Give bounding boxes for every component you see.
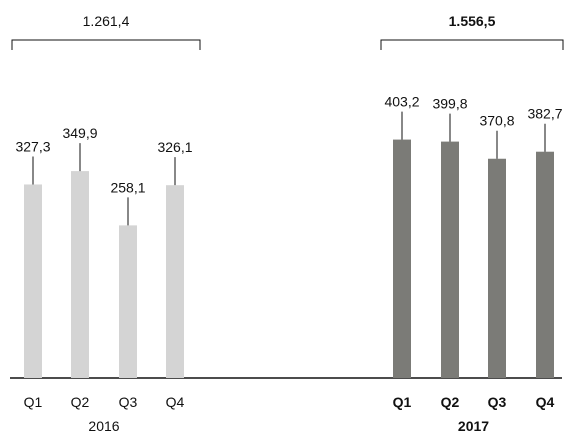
- bar-2017-q3: [488, 158, 506, 378]
- value-label-2017-q2: 399,8: [432, 96, 467, 112]
- total-label-2016: 1.261,4: [83, 13, 130, 29]
- value-label-2016-q4: 326,1: [157, 139, 192, 155]
- quarter-label-2017-q2: Q2: [441, 394, 460, 410]
- year-label-2016: 2016: [88, 418, 119, 434]
- quarter-label-2016-q2: Q2: [71, 394, 90, 410]
- value-label-2017-q1: 403,2: [384, 94, 419, 110]
- quarter-label-2016-q3: Q3: [119, 394, 138, 410]
- total-label-2017: 1.556,5: [449, 13, 496, 29]
- value-label-2017-q3: 370,8: [479, 113, 514, 129]
- year-label-2017: 2017: [458, 418, 489, 434]
- bar-2016-q3: [119, 225, 137, 378]
- value-label-2016-q2: 349,9: [62, 125, 97, 141]
- quarter-label-2017-q4: Q4: [536, 394, 555, 410]
- bracket-2016: [11, 39, 201, 50]
- quarter-label-2016-q1: Q1: [24, 394, 43, 410]
- bar-2016-q2: [71, 171, 89, 378]
- quarter-label-2017-q1: Q1: [393, 394, 412, 410]
- bar-2017-q1: [393, 139, 411, 378]
- quarter-label-2017-q3: Q3: [488, 394, 507, 410]
- bar-2017-q4: [536, 151, 554, 378]
- bar-2017-q2: [441, 141, 459, 378]
- bar-2016-q1: [24, 184, 42, 378]
- value-label-2016-q1: 327,3: [15, 138, 50, 154]
- bracket-2017: [380, 39, 564, 50]
- bar-2016-q4: [166, 185, 184, 378]
- quarter-label-2016-q4: Q4: [166, 394, 185, 410]
- value-label-2017-q4: 382,7: [527, 106, 562, 122]
- value-label-2016-q3: 258,1: [110, 179, 145, 195]
